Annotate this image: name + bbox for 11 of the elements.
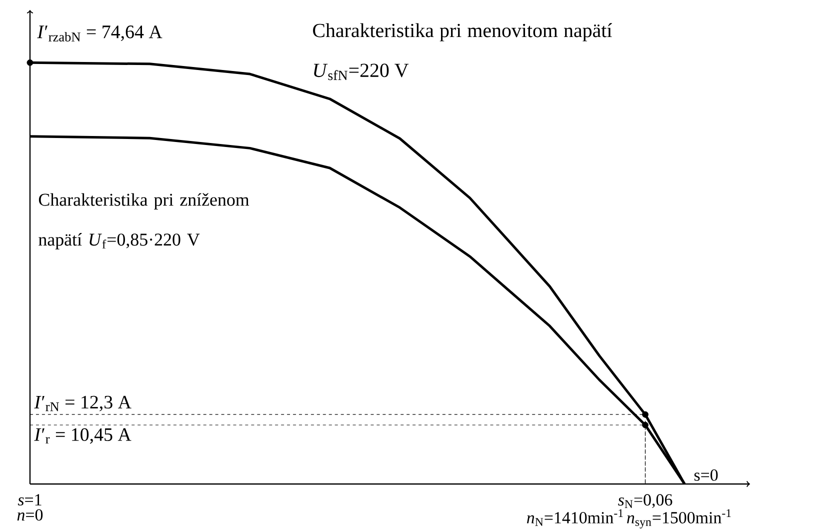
x-tick-label: s$_{N}$=0,06	[618, 494, 672, 508]
text: I′$_{rzabN}$ = 74,64 A	[37, 25, 162, 42]
text: n=0	[17, 508, 43, 520]
text: n$_{syn}$=1500min$^{-1}$	[627, 508, 731, 528]
text: Charakteristika pri zníženom napätí U$_{f}$=0,85·220 V	[38, 192, 250, 250]
annotation: Charakteristika pri menovitom napätí U$_{sfN}$=220 V	[313, 22, 612, 80]
x-tick-label: s=1	[18, 494, 42, 506]
annotation: I′$_{rN}$ = 12,3 A	[34, 396, 132, 412]
annotation: I′$_{r}$ = 10,45 A	[34, 428, 132, 444]
text: n$_{N}$=1410min$^{-1}$	[527, 508, 623, 526]
annotation: s=0	[694, 469, 718, 481]
